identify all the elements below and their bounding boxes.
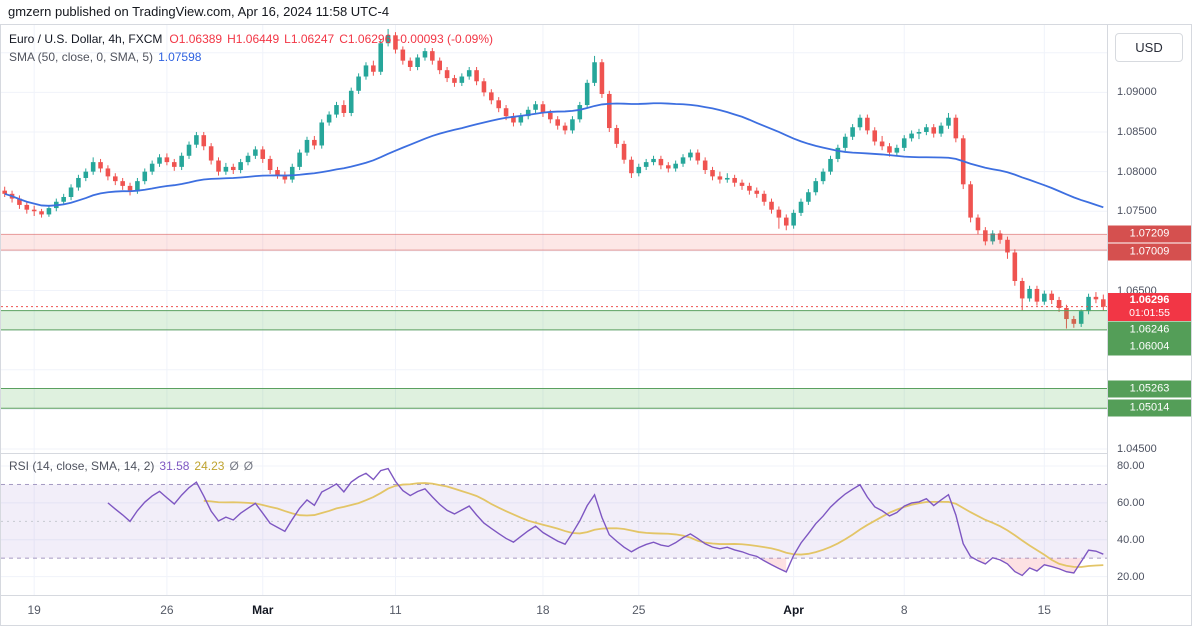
price-tick-label: 1.04500 xyxy=(1117,443,1157,456)
rsi-ma-value: 24.23 xyxy=(194,459,225,473)
price-tick-label: 1.09000 xyxy=(1117,86,1157,99)
publish-attribution: gmzern published on TradingView.com, Apr… xyxy=(8,4,390,19)
time-tick-label: 18 xyxy=(536,603,550,617)
rsi-value: 31.58 xyxy=(159,459,190,473)
sma-legend: SMA (50, close, 0, SMA, 5) 1.07598 xyxy=(9,50,201,64)
last-price-value: 1.06296 xyxy=(1129,293,1170,306)
price-change: -0.00093 (-0.09%) xyxy=(396,32,493,46)
chart-area: Euro / U.S. Dollar, 4h, FXCM O1.06389 H1… xyxy=(0,24,1192,626)
zone-price-label: 1.05263 xyxy=(1108,380,1191,398)
price-chart-canvas[interactable] xyxy=(1,25,1107,595)
ohlc-close: C1.06296 xyxy=(339,32,392,46)
bar-countdown: 01:01:55 xyxy=(1129,306,1170,319)
symbol-legend: Euro / U.S. Dollar, 4h, FXCM O1.06389 H1… xyxy=(9,32,493,46)
ohlc-low: L1.06247 xyxy=(284,32,335,46)
rsi-tick-label: 80.00 xyxy=(1117,460,1145,473)
ohlc-high: H1.06449 xyxy=(227,32,280,46)
symbol-title[interactable]: Euro / U.S. Dollar, 4h, FXCM xyxy=(9,32,163,46)
ohlc-open: O1.06389 xyxy=(169,32,223,46)
rsi-upper-band-value: Ø xyxy=(229,459,239,473)
price-tick-label: 1.08000 xyxy=(1117,165,1157,178)
time-axis[interactable]: 19 26 Mar 11 18 25 Apr 8 15 xyxy=(1,595,1191,625)
rsi-tick-label: 40.00 xyxy=(1117,533,1145,546)
price-axis[interactable]: USD 1.06296 01:01:55 1.09000 1.08500 1.080… xyxy=(1107,25,1191,625)
time-tick-label: 26 xyxy=(160,603,174,617)
time-tick-label: Apr xyxy=(783,603,804,617)
rsi-tick-label: 60.00 xyxy=(1117,496,1145,509)
time-tick-label: 19 xyxy=(27,603,41,617)
rsi-label[interactable]: RSI (14, close, SMA, 14, 2) xyxy=(9,459,155,473)
time-tick-label: 25 xyxy=(632,603,646,617)
plot-area[interactable]: Euro / U.S. Dollar, 4h, FXCM O1.06389 H1… xyxy=(1,25,1191,617)
time-tick-label: 15 xyxy=(1037,603,1051,617)
time-tick-label: Mar xyxy=(252,603,274,617)
time-tick-label: 11 xyxy=(389,603,402,617)
sma-label[interactable]: SMA (50, close, 0, SMA, 5) xyxy=(9,50,154,64)
time-tick-label: 8 xyxy=(900,603,908,617)
zone-price-label: 1.07209 xyxy=(1108,225,1191,243)
price-tick-label: 1.07500 xyxy=(1117,205,1157,218)
last-price-badge: 1.06296 01:01:55 xyxy=(1108,292,1191,321)
rsi-lower-band-value: Ø xyxy=(243,459,254,473)
zone-price-label: 1.05014 xyxy=(1108,399,1191,417)
rsi-tick-label: 20.00 xyxy=(1117,570,1145,583)
zone-price-label: 1.06004 xyxy=(1108,338,1191,356)
zone-price-label: 1.06246 xyxy=(1108,321,1191,339)
zone-price-label: 1.07009 xyxy=(1108,243,1191,261)
price-tick-label: 1.08500 xyxy=(1117,126,1157,138)
sma-value: 1.07598 xyxy=(158,50,202,64)
rsi-legend: RSI (14, close, SMA, 14, 2) 31.58 24.23 … xyxy=(9,459,253,473)
currency-toggle-button[interactable]: USD xyxy=(1115,33,1183,62)
